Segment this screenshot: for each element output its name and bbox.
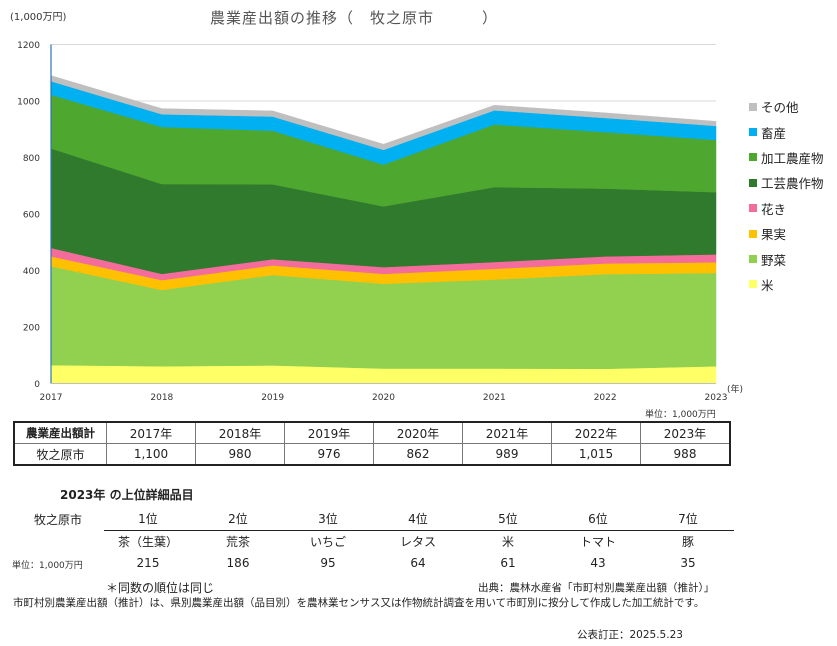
legend-label: 米 <box>761 277 774 293</box>
description-note: 市町村別農業産出額（推計）は、県別農業産出額（品目別）を農林業センサス又は作物統… <box>13 597 705 609</box>
legend-item: 果実 <box>749 221 834 246</box>
totals-header-row: 農業産出額計 2017年 2018年 2019年 2020年 2021年 202… <box>13 421 731 444</box>
totals-year: 2018年 <box>195 421 285 444</box>
y-tick-label: 400 <box>23 267 40 277</box>
chart-title: 農業産出額の推移（ 牧之原市 ） <box>210 9 499 27</box>
totals-year: 2020年 <box>373 421 463 444</box>
ranking-rank: 2位 <box>228 512 248 526</box>
totals-value: 1,100 <box>106 443 196 466</box>
y-tick-label: 0 <box>34 380 40 390</box>
ranking-item: トマト <box>579 535 616 549</box>
legend-item: 米 <box>749 272 834 297</box>
totals-value: 989 <box>462 443 552 466</box>
ranking-value: 215 <box>136 556 160 570</box>
legend-swatch <box>749 178 757 187</box>
ranking-divider <box>104 530 734 531</box>
totals-value: 976 <box>284 443 374 466</box>
legend-swatch <box>749 255 757 264</box>
x-tick-label: 2019 <box>261 393 284 403</box>
x-tick-label: 2021 <box>483 393 506 403</box>
y-axis-unit-label: (1,000万円) <box>10 12 67 23</box>
ranking-rank: 5位 <box>498 512 518 526</box>
ranking-unit-label: 単位：1,000万円 <box>12 561 83 571</box>
totals-value: 1,015 <box>551 443 641 466</box>
legend-label: 花き <box>761 201 787 217</box>
source-note: 出典：農林水産省「市町村別農業産出額（推計）」 <box>478 582 715 594</box>
totals-value: 862 <box>373 443 463 466</box>
totals-header-label: 農業産出額計 <box>13 421 107 444</box>
legend-item: 加工農産物 <box>749 145 834 170</box>
y-tick-label: 600 <box>23 211 40 221</box>
ranking-rank: 7位 <box>678 512 698 526</box>
ranking-item: 荒茶 <box>225 535 250 549</box>
legend-swatch <box>749 229 757 238</box>
totals-value: 988 <box>640 443 731 466</box>
y-tick-label: 200 <box>23 324 40 334</box>
x-axis-unit-label: (年) <box>727 383 743 395</box>
totals-value-row: 牧之原市 1,100 980 976 862 989 1,015 988 <box>13 443 731 466</box>
y-tick-label: 1200 <box>17 41 40 51</box>
totals-value: 980 <box>195 443 285 466</box>
ranking-value: 186 <box>226 556 250 570</box>
legend-swatch <box>749 153 757 162</box>
x-tick-label: 2020 <box>372 393 395 403</box>
ranking-rank: 6位 <box>588 512 608 526</box>
y-tick-label: 800 <box>23 154 40 164</box>
ranking-item: 豚 <box>681 535 694 549</box>
area-series <box>50 75 717 384</box>
x-tick-label: 2023 <box>705 393 728 403</box>
legend-item: 花き <box>749 196 834 221</box>
y-tick-label: 1000 <box>17 98 40 108</box>
totals-year: 2023年 <box>640 421 731 444</box>
legend-item: 工芸農作物 <box>749 170 834 195</box>
legend-swatch <box>749 204 757 213</box>
totals-year: 2017年 <box>106 421 196 444</box>
ranking-value: 35 <box>680 556 696 570</box>
totals-year: 2019年 <box>284 421 374 444</box>
totals-year: 2021年 <box>462 421 552 444</box>
ranking-value: 64 <box>410 556 426 570</box>
ranking-item: 米 <box>501 535 514 549</box>
legend-label: 畜産 <box>761 125 787 141</box>
totals-table: 農業産出額計 2017年 2018年 2019年 2020年 2021年 202… <box>13 421 731 466</box>
axes: 0 200 400 600 800 1000 1200 2017 2018 2019 2020 202… <box>17 41 743 403</box>
legend-item: 畜産 <box>749 119 834 144</box>
legend-item: 野菜 <box>749 246 834 271</box>
legend-label: 加工農産物 <box>761 150 824 166</box>
stacked-area-chart: 0 200 400 600 800 1000 1200 2017 2018 2019 2020 202… <box>17 41 743 403</box>
legend-swatch <box>749 280 757 289</box>
ranking-value: 61 <box>500 556 516 570</box>
ranking-value: 95 <box>320 556 336 570</box>
ranking-title: 2023年 の上位詳細品目 <box>60 488 194 502</box>
ranking-item: レタス <box>399 535 436 549</box>
same-rank-note: ＊同数の順位は同じ <box>106 581 215 595</box>
legend-swatch <box>749 128 757 137</box>
ranking-item: いちご <box>309 535 346 549</box>
legend-label: 果実 <box>761 227 787 243</box>
legend-swatch <box>749 102 757 111</box>
totals-row-label: 牧之原市 <box>13 443 107 466</box>
x-tick-label: 2017 <box>40 393 63 403</box>
revision-date: 公表訂正：2025.5.23 <box>577 629 683 641</box>
x-tick-label: 2022 <box>594 393 617 403</box>
ranking-item: 茶（生葉） <box>117 535 178 549</box>
ranking-row-label: 牧之原市 <box>34 513 83 527</box>
legend-label: 野菜 <box>761 252 787 268</box>
legend-label: 工芸農作物 <box>761 176 824 192</box>
ranking-value: 43 <box>590 556 606 570</box>
chart-legend: その他畜産加工農産物工芸農作物花き果実野菜米 <box>749 94 834 297</box>
legend-item: その他 <box>749 94 834 119</box>
series-area <box>50 75 717 151</box>
totals-year: 2022年 <box>551 421 641 444</box>
ranking-rank: 4位 <box>408 512 428 526</box>
chart-unit-note: 単位：1,000万円 <box>645 410 716 420</box>
ranking-rank: 3位 <box>318 512 338 526</box>
ranking-rank: 1位 <box>138 512 158 526</box>
legend-label: その他 <box>761 100 799 116</box>
x-tick-label: 2018 <box>150 393 173 403</box>
